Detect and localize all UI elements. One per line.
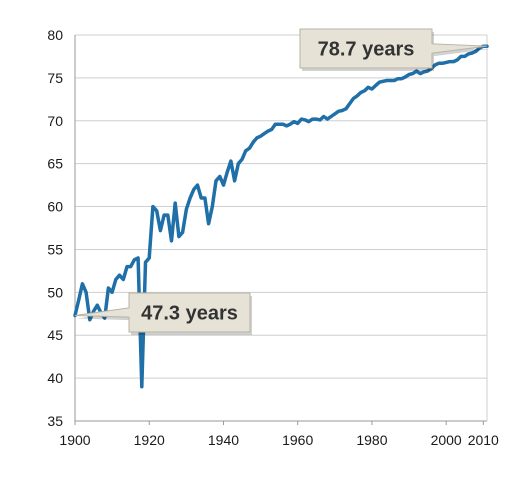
- callouts: 47.3 years 78.7 years: [74, 28, 489, 335]
- y-tick-label: 65: [47, 156, 63, 172]
- y-tick-label: 70: [47, 113, 63, 129]
- callout-1: 78.7 years: [299, 28, 489, 71]
- y-tick-label: 40: [47, 370, 63, 386]
- x-tick-label: 1980: [356, 432, 387, 448]
- y-tick-label: 75: [47, 70, 63, 86]
- y-tick-label: 55: [47, 241, 63, 257]
- y-tick-label: 35: [47, 413, 63, 429]
- axes: [74, 35, 488, 425]
- callout-label: 47.3 years: [141, 303, 238, 325]
- x-tick-labels: 1900 1920 1940 1960 1980 2000 2010: [59, 432, 499, 448]
- x-tick-label: 2010: [468, 432, 499, 448]
- x-tick-label: 2000: [431, 432, 462, 448]
- callout-box: [74, 292, 251, 333]
- x-tick-label: 1920: [134, 432, 165, 448]
- y-tick-label: 80: [47, 27, 63, 43]
- y-tick-label: 50: [47, 284, 63, 300]
- y-tick-labels: 35 40 45 50 55 60 65 70 75 80: [47, 27, 63, 429]
- y-tick-label: 60: [47, 199, 63, 215]
- x-tick-label: 1960: [282, 432, 313, 448]
- x-tick-label: 1900: [59, 432, 90, 448]
- callout-label: 78.7 years: [318, 39, 415, 61]
- callout-0: 47.3 years: [74, 292, 252, 335]
- callout-box: [299, 28, 488, 69]
- y-tick-label: 45: [47, 327, 63, 343]
- x-tick-label: 1940: [208, 432, 239, 448]
